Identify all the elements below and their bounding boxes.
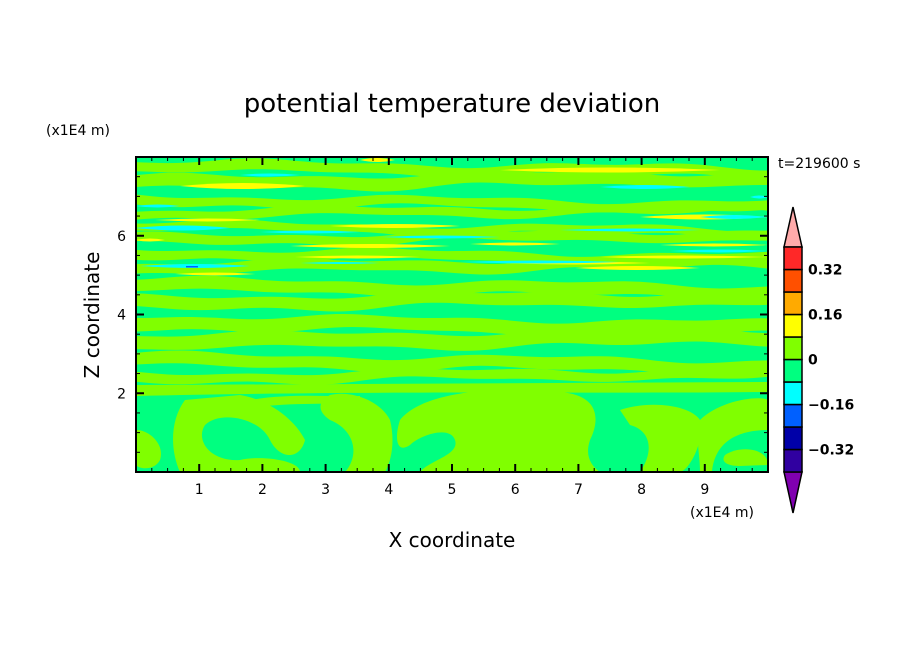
x-tick-label: 6 — [511, 482, 520, 498]
x-tick-label: 4 — [384, 482, 393, 498]
negative-anomaly-streak — [600, 185, 690, 189]
positive-anomaly-streak — [290, 244, 450, 248]
positive-anomaly-streak — [500, 167, 720, 173]
contour-band — [136, 275, 768, 300]
y-tick-label: 2 — [117, 386, 126, 402]
contour-eddy — [320, 393, 393, 472]
contour-band — [136, 255, 768, 275]
colorbar-swatch — [783, 403, 803, 428]
negative-anomaly-streak — [460, 260, 620, 264]
x-tick-label: 1 — [195, 482, 204, 498]
y-unit-label: (x1E4 m) — [46, 123, 110, 139]
contour-eddy — [136, 382, 768, 396]
colorbar-label: −0.32 — [808, 443, 854, 459]
colorbar-swatch — [783, 381, 803, 406]
x-tick-label: 3 — [321, 482, 330, 498]
contour-band — [136, 229, 768, 248]
x-tick-label: 8 — [637, 482, 646, 498]
negative-anomaly-streak — [136, 204, 180, 208]
x-tick-label: 2 — [258, 482, 267, 498]
contour-eddy — [620, 404, 701, 472]
colorbar-label: 0.32 — [808, 263, 843, 279]
negative-anomaly-streak — [136, 225, 230, 231]
positive-anomaly-streak — [575, 266, 700, 270]
contour-band — [136, 291, 768, 312]
y-axis-label: Z coordinate — [80, 252, 104, 379]
colorbar-over-triangle — [783, 206, 803, 248]
negative-anomaly-streak — [560, 228, 700, 232]
negative-anomaly-streak — [700, 215, 768, 219]
negative-anomaly-streak — [380, 235, 500, 239]
positive-anomaly-streak — [175, 272, 255, 276]
negative-anomaly-streak — [670, 249, 768, 253]
contour-band — [136, 327, 768, 351]
x-tick-label: 9 — [700, 482, 709, 498]
negative-anomaly-streak — [300, 262, 380, 264]
positive-anomaly-streak — [660, 243, 768, 247]
positive-anomaly-streak — [470, 242, 560, 246]
negative-anomaly-streak — [750, 195, 768, 199]
contour-eddy — [136, 430, 161, 469]
colorbar: 0.32 0.16 0 −0.16 −0.32 — [783, 206, 854, 514]
colorbar-swatch — [783, 313, 803, 338]
y-tick-label: 4 — [117, 308, 126, 324]
colorbar-under-triangle — [783, 471, 803, 514]
contour-eddy — [397, 389, 600, 472]
colorbar-label: 0 — [808, 353, 818, 369]
colorbar-label: 0.16 — [808, 308, 843, 324]
colorbar-swatch — [783, 426, 803, 451]
contour-field — [136, 157, 768, 472]
colorbar-swatch — [783, 336, 803, 361]
negative-anomaly-streak — [260, 230, 360, 234]
positive-anomaly-streak — [136, 238, 165, 242]
x-tick-label: 5 — [448, 482, 457, 498]
positive-anomaly-streak — [155, 218, 260, 222]
contour-eddy — [697, 398, 768, 472]
x-unit-label: (x1E4 m) — [690, 505, 754, 521]
contour-band — [136, 201, 768, 220]
positive-anomaly-streak — [295, 255, 420, 259]
colorbar-swatch — [783, 268, 803, 293]
x-tick-label: 7 — [574, 482, 583, 498]
colorbar-swatch — [783, 448, 803, 473]
colorbar-swatch — [783, 358, 803, 383]
chart-title: potential temperature deviation — [244, 89, 660, 119]
time-label: t=219600 s — [778, 156, 860, 172]
negative-anomaly-streak — [186, 266, 198, 268]
contour-eddy — [723, 449, 768, 466]
contour-eddy — [173, 395, 305, 472]
negative-anomaly-streak — [240, 173, 300, 177]
colorbar-swatch — [783, 246, 803, 271]
positive-anomaly-streak — [360, 158, 395, 162]
contour-eddy — [250, 395, 360, 408]
contour-band — [136, 350, 768, 375]
colorbar-label: −0.16 — [808, 398, 854, 414]
positive-anomaly-streak — [180, 183, 305, 189]
positive-anomaly-streak — [330, 224, 460, 228]
x-axis-label: X coordinate — [389, 528, 516, 552]
contour-band — [136, 367, 768, 385]
plot-axes: 1 2 3 4 5 6 7 8 9 2 4 6 — [117, 156, 769, 498]
y-tick-label: 6 — [117, 229, 126, 245]
positive-anomaly-streak — [600, 255, 768, 259]
colorbar-swatch — [783, 291, 803, 316]
